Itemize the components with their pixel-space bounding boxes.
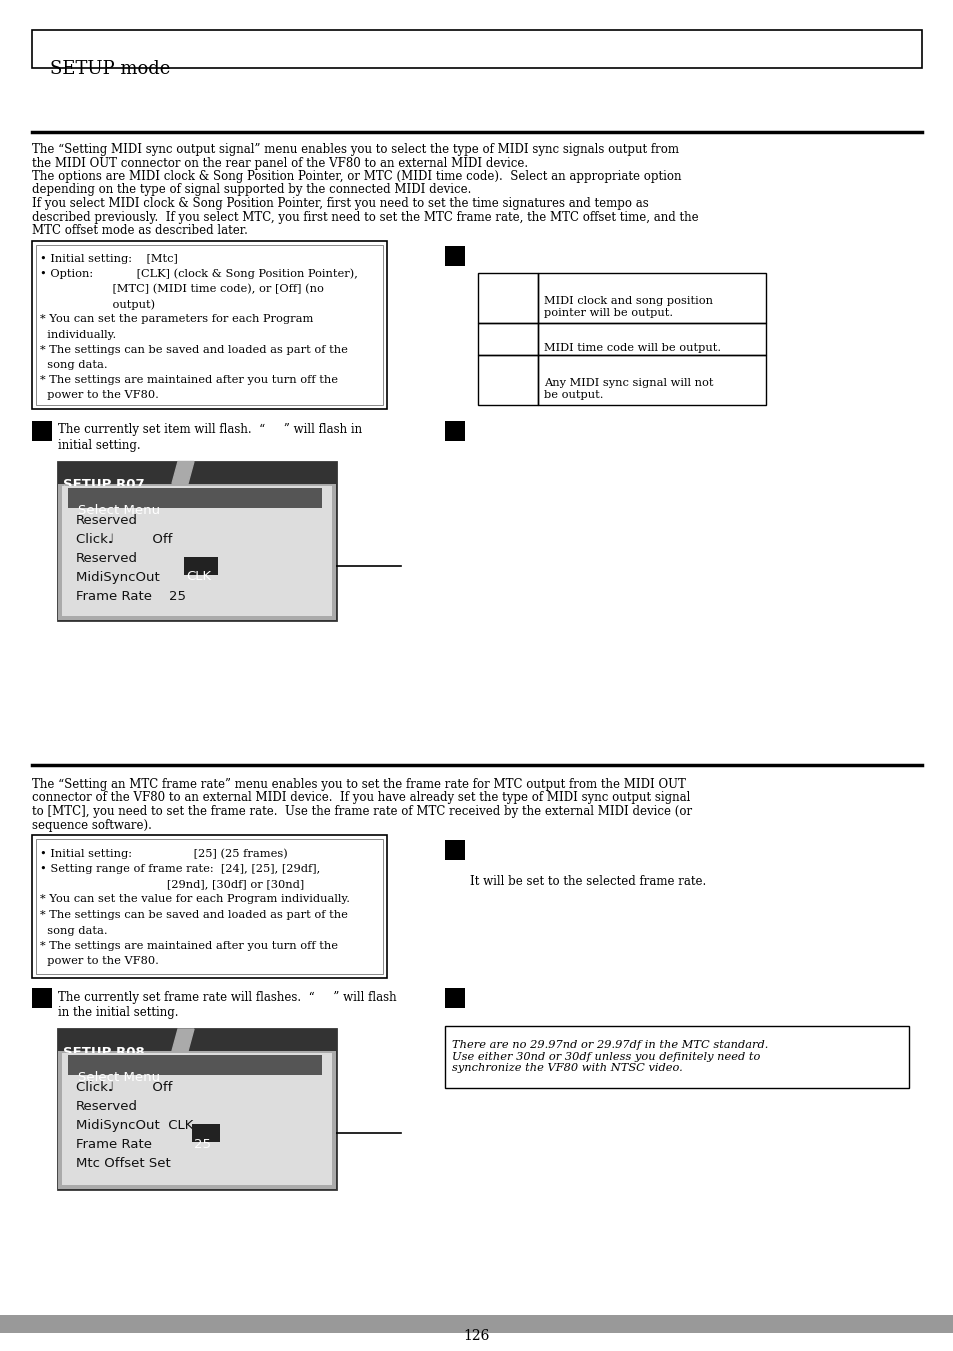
- Bar: [0, 1315, 953, 1333]
- Bar: [32, 420, 52, 440]
- Text: SETUP R07: SETUP R07: [63, 478, 145, 492]
- Text: output): output): [40, 299, 155, 309]
- Text: MidiSyncOut: MidiSyncOut: [76, 570, 168, 584]
- Text: * The settings are maintained after you turn off the: * The settings are maintained after you …: [40, 376, 337, 385]
- Bar: [537, 273, 765, 323]
- Bar: [32, 835, 387, 978]
- Text: • Initial setting:                 [25] (25 frames): • Initial setting: [25] (25 frames): [40, 848, 288, 859]
- Text: Reserved: Reserved: [76, 513, 138, 527]
- Bar: [36, 839, 382, 974]
- Text: to [MTC], you need to set the frame rate.  Use the frame rate of MTC received by: to [MTC], you need to set the frame rate…: [32, 805, 691, 817]
- Bar: [444, 840, 464, 861]
- Text: MTC offset mode as described later.: MTC offset mode as described later.: [32, 224, 248, 236]
- Bar: [58, 1029, 335, 1189]
- Polygon shape: [172, 462, 193, 484]
- Text: Reserved: Reserved: [76, 1100, 138, 1113]
- Text: * The settings can be saved and loaded as part of the: * The settings can be saved and loaded a…: [40, 911, 348, 920]
- Text: power to the VF80.: power to the VF80.: [40, 957, 159, 966]
- Bar: [58, 462, 335, 484]
- Text: • Initial setting:    [Mtc]: • Initial setting: [Mtc]: [40, 254, 177, 263]
- Bar: [58, 1029, 335, 1051]
- Text: It will be set to the selected frame rate.: It will be set to the selected frame rat…: [470, 875, 705, 888]
- Text: * The settings are maintained after you turn off the: * The settings are maintained after you …: [40, 942, 337, 951]
- Text: [29nd], [30df] or [30nd]: [29nd], [30df] or [30nd]: [40, 880, 304, 889]
- Text: There are no 29.97nd or 29.97df in the MTC standard.
Use either 30nd or 30df unl: There are no 29.97nd or 29.97df in the M…: [452, 1040, 767, 1073]
- Text: connector of the VF80 to an external MIDI device.  If you have already set the t: connector of the VF80 to an external MID…: [32, 792, 690, 804]
- Text: SETUP mode: SETUP mode: [50, 59, 171, 78]
- Text: song data.: song data.: [40, 925, 108, 935]
- Text: individually.: individually.: [40, 330, 116, 339]
- Text: be output.: be output.: [543, 390, 603, 400]
- Text: The options are MIDI clock & Song Position Pointer, or MTC (MIDI time code).  Se: The options are MIDI clock & Song Positi…: [32, 170, 680, 182]
- Text: * The settings can be saved and loaded as part of the: * The settings can be saved and loaded a…: [40, 345, 348, 355]
- Text: pointer will be output.: pointer will be output.: [543, 308, 673, 319]
- Bar: [537, 323, 765, 354]
- Bar: [68, 1055, 322, 1075]
- Bar: [444, 420, 464, 440]
- Text: • Option:            [CLK] (clock & Song Position Pointer),: • Option: [CLK] (clock & Song Position P…: [40, 269, 357, 280]
- Text: Reserved: Reserved: [76, 551, 138, 565]
- Text: [MTC] (MIDI time code), or [Off] (no: [MTC] (MIDI time code), or [Off] (no: [40, 284, 323, 295]
- Text: MIDI time code will be output.: MIDI time code will be output.: [543, 343, 720, 353]
- Text: 25: 25: [193, 1138, 211, 1151]
- Text: The currently set frame rate will flashes.  “     ” will flash
in the initial se: The currently set frame rate will flashe…: [58, 992, 396, 1019]
- Text: * You can set the value for each Program individually.: * You can set the value for each Program…: [40, 894, 350, 905]
- Text: * You can set the parameters for each Program: * You can set the parameters for each Pr…: [40, 315, 313, 324]
- Text: song data.: song data.: [40, 359, 108, 370]
- Text: Click♩         Off: Click♩ Off: [76, 1081, 172, 1094]
- Bar: [444, 1025, 908, 1088]
- Text: sequence software).: sequence software).: [32, 819, 152, 831]
- Polygon shape: [172, 1029, 193, 1051]
- Bar: [32, 988, 52, 1008]
- Bar: [192, 1124, 220, 1142]
- Text: Frame Rate: Frame Rate: [76, 1138, 169, 1151]
- Text: the MIDI OUT connector on the rear panel of the VF80 to an external MIDI device.: the MIDI OUT connector on the rear panel…: [32, 157, 528, 169]
- Bar: [58, 462, 335, 620]
- Bar: [68, 1055, 322, 1075]
- Text: MidiSyncOut  CLK: MidiSyncOut CLK: [76, 1119, 193, 1132]
- Bar: [68, 488, 322, 508]
- Bar: [184, 557, 218, 574]
- Bar: [68, 488, 322, 508]
- Text: The currently set item will flash.  “     ” will flash in
initial setting.: The currently set item will flash. “ ” w…: [58, 423, 362, 451]
- Text: The “Setting MIDI sync output signal” menu enables you to select the type of MID: The “Setting MIDI sync output signal” me…: [32, 143, 679, 155]
- Text: Any MIDI sync signal will not: Any MIDI sync signal will not: [543, 377, 713, 388]
- Text: Frame Rate    25: Frame Rate 25: [76, 589, 186, 603]
- Text: Select Menu: Select Menu: [78, 504, 160, 516]
- Bar: [444, 246, 464, 266]
- Bar: [537, 354, 765, 404]
- Bar: [62, 485, 332, 616]
- Bar: [477, 323, 537, 354]
- Text: Mtc Offset Set: Mtc Offset Set: [76, 1156, 171, 1170]
- Text: MIDI clock and song position: MIDI clock and song position: [543, 296, 712, 305]
- Text: Click♩         Off: Click♩ Off: [76, 532, 172, 546]
- Bar: [444, 988, 464, 1008]
- Text: depending on the type of signal supported by the connected MIDI device.: depending on the type of signal supporte…: [32, 184, 471, 196]
- Text: described previously.  If you select MTC, you first need to set the MTC frame ra: described previously. If you select MTC,…: [32, 211, 698, 223]
- Text: • Setting range of frame rate:  [24], [25], [29df],: • Setting range of frame rate: [24], [25…: [40, 863, 320, 874]
- Bar: [58, 462, 335, 620]
- Bar: [477, 273, 537, 323]
- Bar: [62, 1052, 332, 1185]
- Text: The “Setting an MTC frame rate” menu enables you to set the frame rate for MTC o: The “Setting an MTC frame rate” menu ena…: [32, 778, 685, 790]
- Bar: [32, 30, 921, 68]
- Text: 126: 126: [463, 1329, 490, 1343]
- Bar: [32, 240, 387, 408]
- Bar: [477, 354, 537, 404]
- Text: Select Menu: Select Menu: [78, 1071, 160, 1084]
- Text: power to the VF80.: power to the VF80.: [40, 390, 159, 400]
- Bar: [36, 245, 382, 404]
- Text: CLK: CLK: [186, 570, 211, 584]
- Bar: [58, 1029, 335, 1189]
- Text: SETUP R08: SETUP R08: [63, 1046, 145, 1059]
- Text: If you select MIDI clock & Song Position Pointer, first you need to set the time: If you select MIDI clock & Song Position…: [32, 197, 648, 209]
